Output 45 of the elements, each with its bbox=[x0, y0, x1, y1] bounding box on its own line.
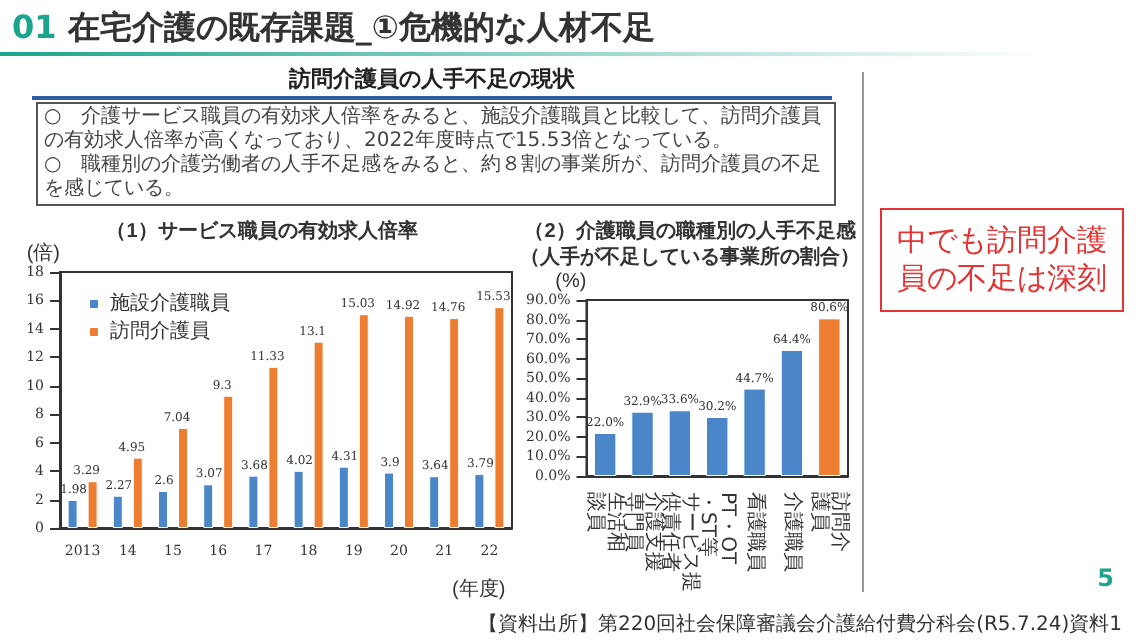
bar bbox=[631, 411, 654, 476]
text: 中でも訪問介護員の不足は深刻 bbox=[880, 208, 1124, 312]
text: 【資料出所】第220回社会保障審議会介護給付費分科会(R5.7.24)資料1 bbox=[477, 611, 1122, 638]
bar bbox=[449, 318, 460, 528]
legend-label: 施設介護職員 bbox=[110, 291, 230, 315]
bar bbox=[494, 307, 505, 528]
bar bbox=[780, 350, 804, 476]
bar bbox=[203, 484, 214, 528]
x-axis-title: (年度) bbox=[452, 577, 506, 601]
bar bbox=[338, 466, 349, 528]
bar bbox=[668, 410, 692, 476]
bar bbox=[268, 366, 279, 528]
bar bbox=[67, 499, 78, 528]
bar bbox=[178, 427, 188, 528]
bar bbox=[429, 476, 440, 528]
text: ○ 職種別の介護労働者の人手不足感をみると、約８割の事業所が、訪問介護員の不足を感じている。 bbox=[44, 154, 824, 202]
x-tick-label: 看護職員 bbox=[743, 492, 768, 572]
bar bbox=[384, 472, 394, 528]
bar bbox=[248, 475, 259, 528]
text: ○ 介護サービス職員の有効求人倍率をみると、施設介護職員と比較して、訪問介護員の有効求人倍率が高くなっており、2022年度時点で15.53倍となっている。 bbox=[44, 106, 824, 153]
chart-subtitle: （人手が不足している事業所の割合） bbox=[520, 245, 860, 269]
text: 訪問介護員の人手不足の現状 bbox=[32, 64, 832, 100]
bar bbox=[293, 470, 304, 528]
bar bbox=[132, 457, 143, 528]
legend-label: 訪問介護員 bbox=[110, 319, 210, 343]
text: 5 bbox=[1097, 564, 1114, 592]
bar bbox=[358, 314, 369, 528]
bar bbox=[313, 341, 324, 528]
bar bbox=[223, 395, 234, 528]
x-tick-label: 訪問介護員 bbox=[808, 492, 853, 552]
chart-title: （2）介護職員の職種別の人手不足感 bbox=[524, 219, 858, 243]
y-axis-title: (%) bbox=[555, 271, 587, 293]
bar bbox=[743, 388, 766, 476]
text: 01 在宅介護の既存課題_①危機的な人材不足 bbox=[12, 8, 655, 46]
bar bbox=[818, 318, 841, 476]
x-tick-label: 介護職員 bbox=[780, 492, 805, 572]
bar bbox=[112, 495, 123, 528]
bar bbox=[593, 432, 617, 476]
bar bbox=[87, 481, 98, 528]
bar bbox=[474, 474, 485, 528]
bar bbox=[706, 416, 729, 476]
y-axis-title: (倍) bbox=[26, 241, 60, 265]
bar bbox=[404, 315, 414, 528]
chart-title: （1）サービス職員の有効求人倍率 bbox=[106, 219, 418, 243]
bar bbox=[158, 491, 168, 528]
